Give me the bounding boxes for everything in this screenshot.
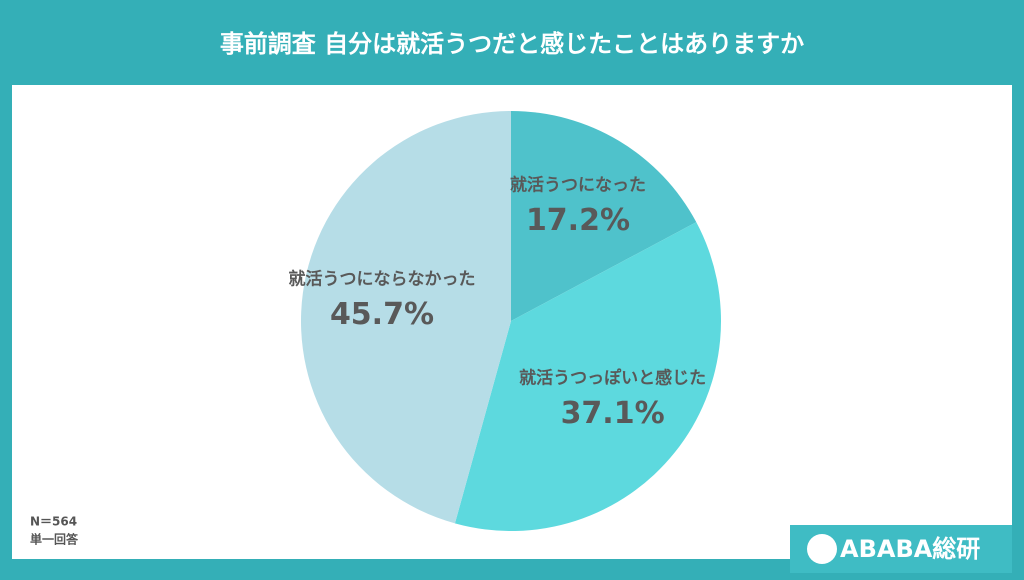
footnote: N＝564 (30, 515, 77, 529)
value-label: 37.1% (561, 396, 665, 431)
pie-slice (301, 111, 511, 524)
logo-icon (807, 534, 837, 564)
pie (301, 111, 721, 531)
pie-slice (454, 222, 721, 531)
value-label: 17.2% (526, 203, 630, 238)
logo-text: ABABA総研 (840, 535, 980, 563)
slice-label: 就活うつっぽいと感じた (519, 367, 706, 388)
slice-label: 就活うつになった (510, 174, 646, 195)
chart-title: 事前調査 自分は就活うつだと感じたことはありますか (220, 30, 804, 58)
slice-label: 就活うつにならなかった (288, 268, 475, 289)
value-label: 45.7% (330, 297, 434, 332)
footnote: 単一回答 (30, 532, 79, 547)
pie-slice (511, 111, 697, 321)
